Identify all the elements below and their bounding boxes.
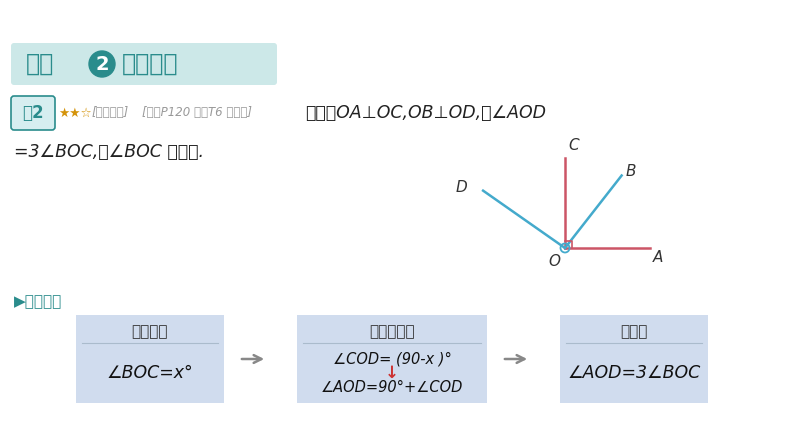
FancyBboxPatch shape [11,43,277,85]
Text: ∠AOD=3∠BOC: ∠AOD=3∠BOC [568,364,700,382]
Text: O: O [548,254,560,270]
Text: 类型: 类型 [26,52,54,76]
Text: 设未知量: 设未知量 [132,325,168,340]
Text: B: B [626,164,636,179]
Text: 列方程: 列方程 [620,325,648,340]
Circle shape [89,51,115,77]
Text: 方程思想: 方程思想 [122,52,179,76]
Text: C: C [568,138,579,153]
Text: ∠BOC=x°: ∠BOC=x° [106,364,194,382]
Text: 例2: 例2 [22,104,44,122]
Text: =3∠BOC,求∠BOC 的度数.: =3∠BOC,求∠BOC 的度数. [14,143,204,161]
Text: 2: 2 [95,55,109,73]
Text: 表示相关角: 表示相关角 [369,325,414,340]
Text: [一题多解]: [一题多解] [92,106,129,119]
FancyBboxPatch shape [297,315,487,403]
Text: ∠COD= (90-x )°: ∠COD= (90-x )° [333,351,452,367]
FancyBboxPatch shape [76,315,224,403]
Text: 如图，OA⊥OC,OB⊥OD,且∠AOD: 如图，OA⊥OC,OB⊥OD,且∠AOD [305,104,546,122]
Text: ↓: ↓ [385,364,399,382]
FancyBboxPatch shape [560,315,708,403]
Text: [教材P120 习题T6 变式题]: [教材P120 习题T6 变式题] [142,106,252,119]
Text: A: A [653,250,663,266]
Text: D: D [455,180,467,195]
Text: ∠AOD=90°+∠COD: ∠AOD=90°+∠COD [321,380,463,395]
Text: ★★☆: ★★☆ [58,106,92,119]
FancyBboxPatch shape [11,96,55,130]
Text: ▶思路分析: ▶思路分析 [14,295,62,309]
